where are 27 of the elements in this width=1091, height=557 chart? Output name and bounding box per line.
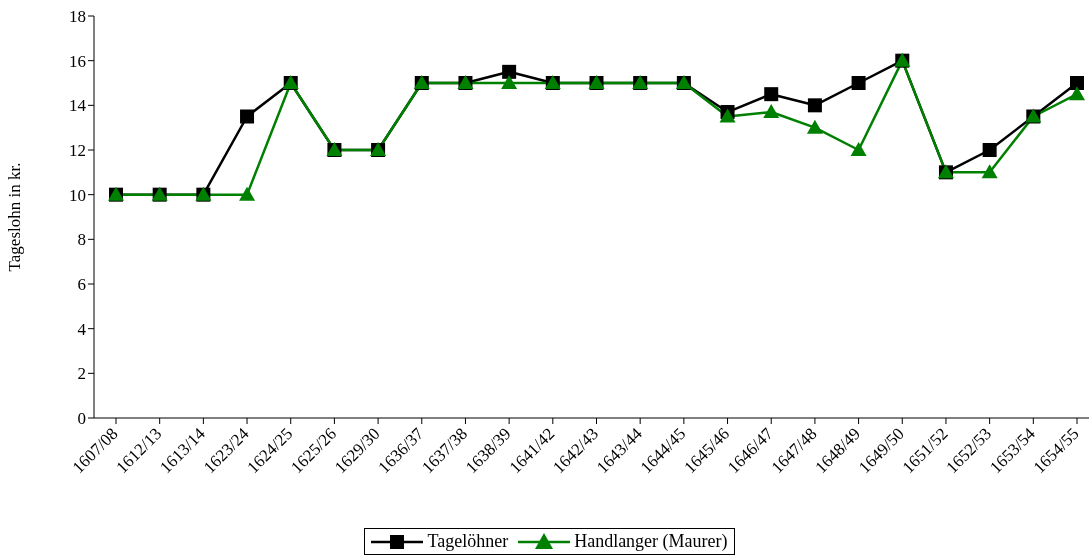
- point: [239, 186, 256, 201]
- point: [1070, 76, 1084, 90]
- point: [764, 87, 779, 102]
- point: [806, 119, 823, 134]
- point: [850, 142, 867, 156]
- y-tick-label: 14: [69, 96, 87, 116]
- legend-label: Handlanger (Maurer): [574, 531, 728, 552]
- legend-label: Tagelöhner: [427, 531, 509, 552]
- point: [502, 64, 517, 79]
- point: [981, 164, 998, 179]
- point: [501, 75, 518, 89]
- point: [807, 98, 822, 113]
- y-tick-label: 0: [77, 409, 86, 429]
- y-tick-label: 16: [69, 51, 86, 71]
- y-tick-label: 10: [69, 185, 86, 205]
- y-tick-label: 8: [77, 230, 86, 250]
- y-tick-label: 2: [77, 364, 86, 384]
- y-tick-label: 12: [69, 141, 86, 161]
- point: [851, 76, 866, 90]
- point: [763, 104, 780, 119]
- y-tick-label: 18: [69, 7, 86, 27]
- y-tick-label: 4: [77, 319, 87, 339]
- y-axis-title: Tageslohn in kr.: [5, 162, 25, 272]
- point: [240, 109, 255, 124]
- point: [1069, 86, 1085, 101]
- y-tick-label: 6: [77, 275, 86, 295]
- point: [982, 143, 997, 157]
